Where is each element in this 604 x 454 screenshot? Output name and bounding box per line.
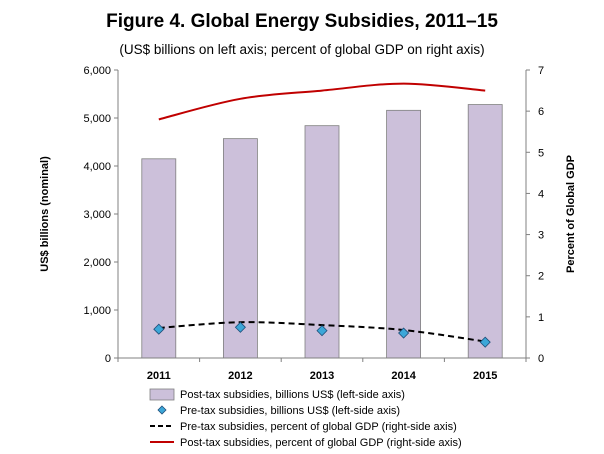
y2-tick-label: 7: [538, 65, 544, 77]
y2-tick-label: 0: [538, 353, 544, 365]
y-tick-label: 5,000: [83, 113, 111, 125]
bar-2014: [386, 109, 422, 359]
y-tick-label: 3,000: [83, 209, 111, 221]
legend-label: Post-tax subsidies, percent of global GD…: [180, 437, 462, 449]
plot-area: 0 1,000 2,000 3,000 4,000 5,000 6,000 0 1 2 3 4 5 6 7 2…: [83, 65, 544, 382]
x-tick-label: 2013: [310, 370, 334, 382]
pretax-diamond-2013: [316, 325, 328, 337]
y2-tick-label: 1: [538, 312, 544, 324]
legend: Post-tax subsidies, billions US$ (left-s…: [149, 388, 462, 449]
y2-axis-label: Percent of Global GDP: [565, 155, 577, 273]
legend-label: Post-tax subsidies, billions US$ (left-s…: [180, 389, 405, 401]
y2-tick-label: 6: [538, 106, 544, 118]
legend-label: Pre-tax subsidies, percent of global GDP…: [180, 421, 457, 433]
pretax-diamond-2014: [398, 327, 410, 339]
bar-2015: [467, 104, 503, 359]
legend-diamond-swatch: [157, 405, 167, 415]
bar-2013: [304, 125, 340, 359]
y2-tick-label: 4: [538, 188, 544, 200]
y2-tick-label: 5: [538, 147, 544, 159]
y-axis-label: US$ billions (nominal): [39, 156, 51, 272]
legend-label: Pre-tax subsidies, billions US$ (left-si…: [180, 405, 400, 417]
pretax-diamond-2015: [479, 336, 491, 348]
y2-tick-label: 2: [538, 271, 544, 283]
chart-subtitle: (US$ billions on left axis; percent of g…: [119, 42, 484, 57]
x-tick-label: 2014: [391, 370, 416, 382]
posttax-percent-line: [158, 82, 486, 121]
x-tick-label: 2011: [147, 370, 171, 382]
y-tick-label: 2,000: [83, 257, 111, 269]
y-tick-label: 1,000: [83, 305, 111, 317]
legend-bar-swatch: [149, 388, 175, 401]
y-tick-label: 6,000: [83, 65, 111, 77]
y-tick-label: 4,000: [83, 161, 111, 173]
chart-title: Figure 4. Global Energy Subsidies, 2011–…: [106, 11, 498, 32]
x-tick-label: 2012: [228, 370, 252, 382]
x-tick-label: 2015: [473, 370, 497, 382]
pretax-diamond-2012: [234, 321, 246, 333]
pretax-diamond-2011: [153, 323, 165, 335]
y2-tick-label: 3: [538, 230, 544, 242]
y-tick-label: 0: [105, 353, 111, 365]
